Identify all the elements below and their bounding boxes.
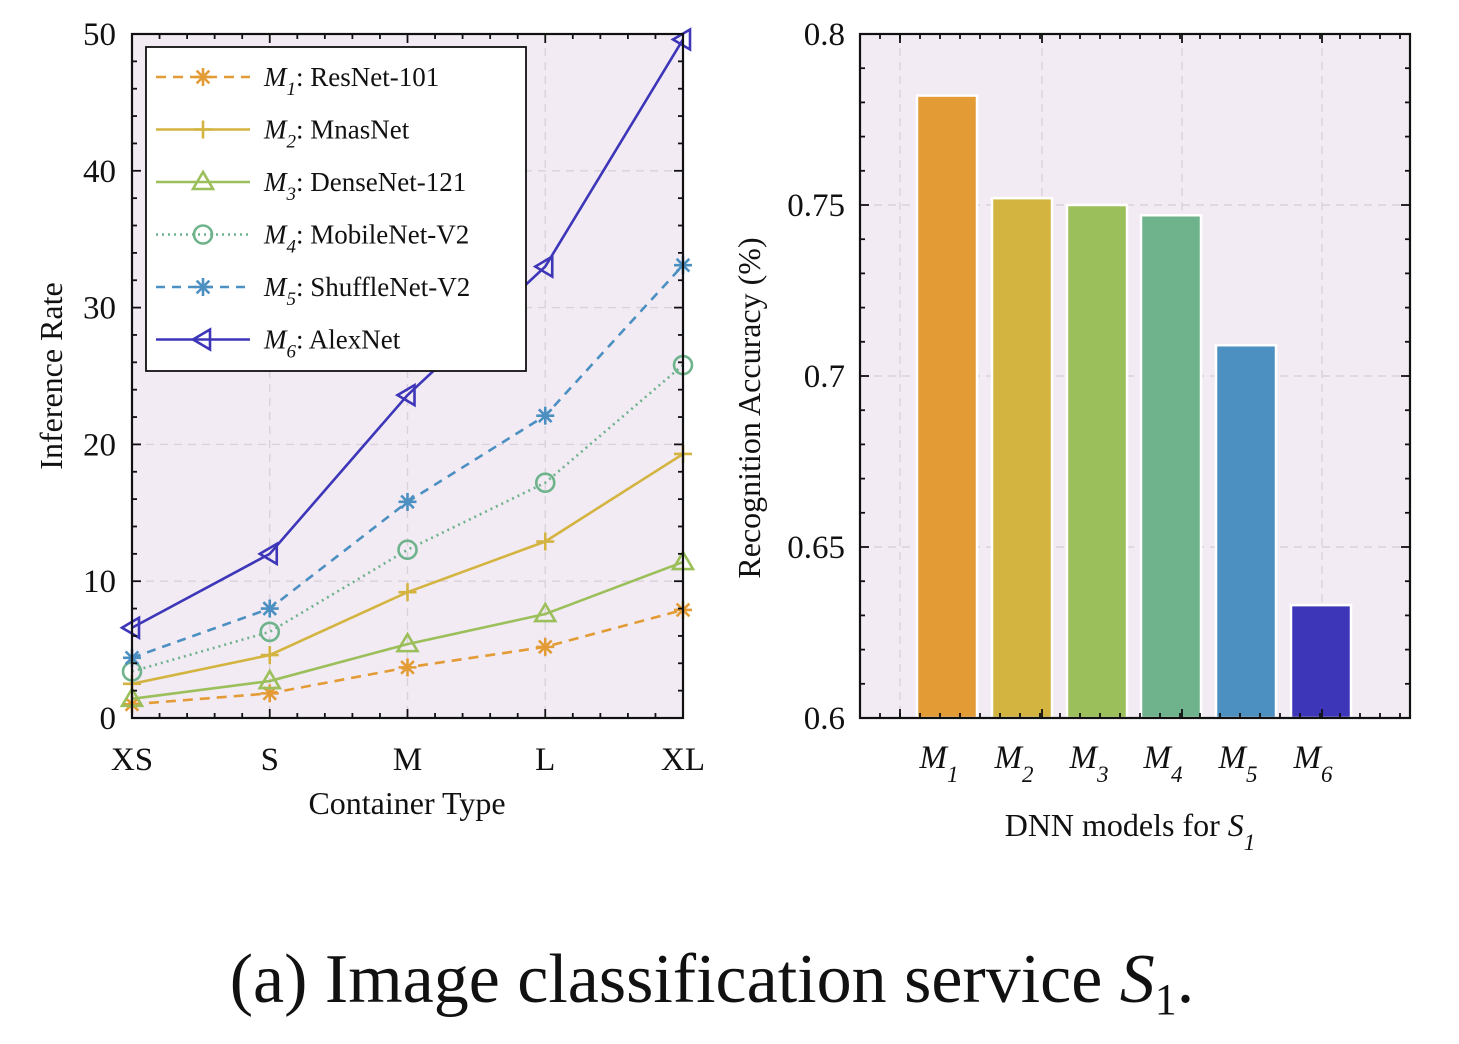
legend-entry: M1: ResNet-101 xyxy=(156,62,439,100)
y-tick-label: 0.75 xyxy=(787,188,845,224)
y-tick-label: 10 xyxy=(83,564,116,600)
y-tick-label: 30 xyxy=(83,291,116,327)
x-tick-label: XL xyxy=(661,742,705,778)
x-tick-label: L xyxy=(535,742,555,778)
data-point xyxy=(259,621,281,643)
x-tick-label: M3 xyxy=(1069,740,1109,787)
x-tick-label: M1 xyxy=(919,740,959,787)
y-tick-label: 0.6 xyxy=(804,701,845,737)
figure-caption: (a) Image classification service S1. xyxy=(230,941,1195,1024)
y-tick-label: 0 xyxy=(100,701,117,737)
legend-box xyxy=(145,46,527,372)
x-tick-label: M xyxy=(393,742,422,778)
legend-entry: M4: MobileNet-V2 xyxy=(156,220,469,258)
data-point xyxy=(394,382,416,408)
data-point xyxy=(398,492,417,511)
bar xyxy=(1139,214,1203,720)
bar-chart: 0.6 0.65 0.7 0.75 0.8 M1 M2 M3 M4 M5 M6 DNN models … xyxy=(731,17,1412,855)
legend-marker xyxy=(194,120,212,139)
x-axis-label: Container Type xyxy=(308,785,505,821)
legend-label: M4: MobileNet-V2 xyxy=(263,220,469,258)
x-tick-label: M6 xyxy=(1293,740,1334,787)
y-tick-label: 0.7 xyxy=(804,359,845,395)
data-point xyxy=(536,406,555,425)
bar xyxy=(1214,343,1278,720)
data-point xyxy=(257,541,279,567)
legend-label: M6: AlexNet xyxy=(263,325,401,363)
y-axis-label: Recognition Accuracy (%) xyxy=(731,237,767,578)
data-point xyxy=(536,637,555,656)
legend-entry: M5: ShuffleNet-V2 xyxy=(156,272,470,310)
legend-marker xyxy=(194,278,212,296)
axis-ticks xyxy=(131,33,684,719)
x-tick-label: M4 xyxy=(1143,740,1183,787)
y-axis-label: Inference Rate xyxy=(33,282,69,469)
series-alexnet xyxy=(119,27,692,640)
legend-marker xyxy=(190,327,212,352)
data-point xyxy=(536,532,555,551)
series-line xyxy=(131,38,685,629)
data-point xyxy=(398,658,417,677)
data-point xyxy=(119,615,141,640)
data-point xyxy=(534,472,556,494)
y-tick-label: 50 xyxy=(83,17,116,53)
data-point xyxy=(395,631,420,653)
data-point xyxy=(532,254,554,279)
legend-entry: M3: DenseNet-121 xyxy=(156,167,466,205)
x-tick-label: S xyxy=(261,742,279,778)
data-point xyxy=(257,668,283,690)
y-tick-label: 0.8 xyxy=(804,17,845,53)
y-tick-label: 20 xyxy=(83,427,116,463)
y-tick-label: 40 xyxy=(83,154,116,190)
data-point xyxy=(532,601,558,623)
axis-ticks xyxy=(860,33,1410,719)
legend: M1: ResNet-101 M2: MnasNet M3: DenseNet-12… xyxy=(145,46,527,372)
y-tick-label: 0.65 xyxy=(787,530,845,566)
legend-marker xyxy=(190,169,216,191)
bar xyxy=(915,94,979,720)
series-line xyxy=(131,560,684,701)
legend-entry: M6: AlexNet xyxy=(156,325,401,363)
legend-label: M2: MnasNet xyxy=(263,115,410,153)
x-axis-label: DNN models for S1 xyxy=(1005,807,1256,855)
bar xyxy=(1065,203,1129,720)
series-line xyxy=(131,364,684,673)
data-point xyxy=(397,539,418,561)
legend-label: M1: ResNet-101 xyxy=(263,62,439,100)
line-chart: XS S M L XL 0 10 20 30 40 50 Container Type Inferenc… xyxy=(33,17,705,821)
x-tick-label: XS xyxy=(111,742,153,778)
legend-entry: M2: MnasNet xyxy=(156,115,410,153)
data-point xyxy=(260,599,279,618)
legend-marker xyxy=(194,68,212,86)
data-point xyxy=(398,583,417,602)
legend-label: M5: ShuffleNet-V2 xyxy=(263,272,470,310)
legend-marker xyxy=(192,224,214,245)
bar xyxy=(1289,603,1353,720)
legend-label: M3: DenseNet-121 xyxy=(263,167,466,205)
x-tick-label: M5 xyxy=(1218,740,1258,787)
data-point xyxy=(260,646,279,665)
x-tick-label: M2 xyxy=(994,740,1034,787)
bar xyxy=(990,196,1054,720)
